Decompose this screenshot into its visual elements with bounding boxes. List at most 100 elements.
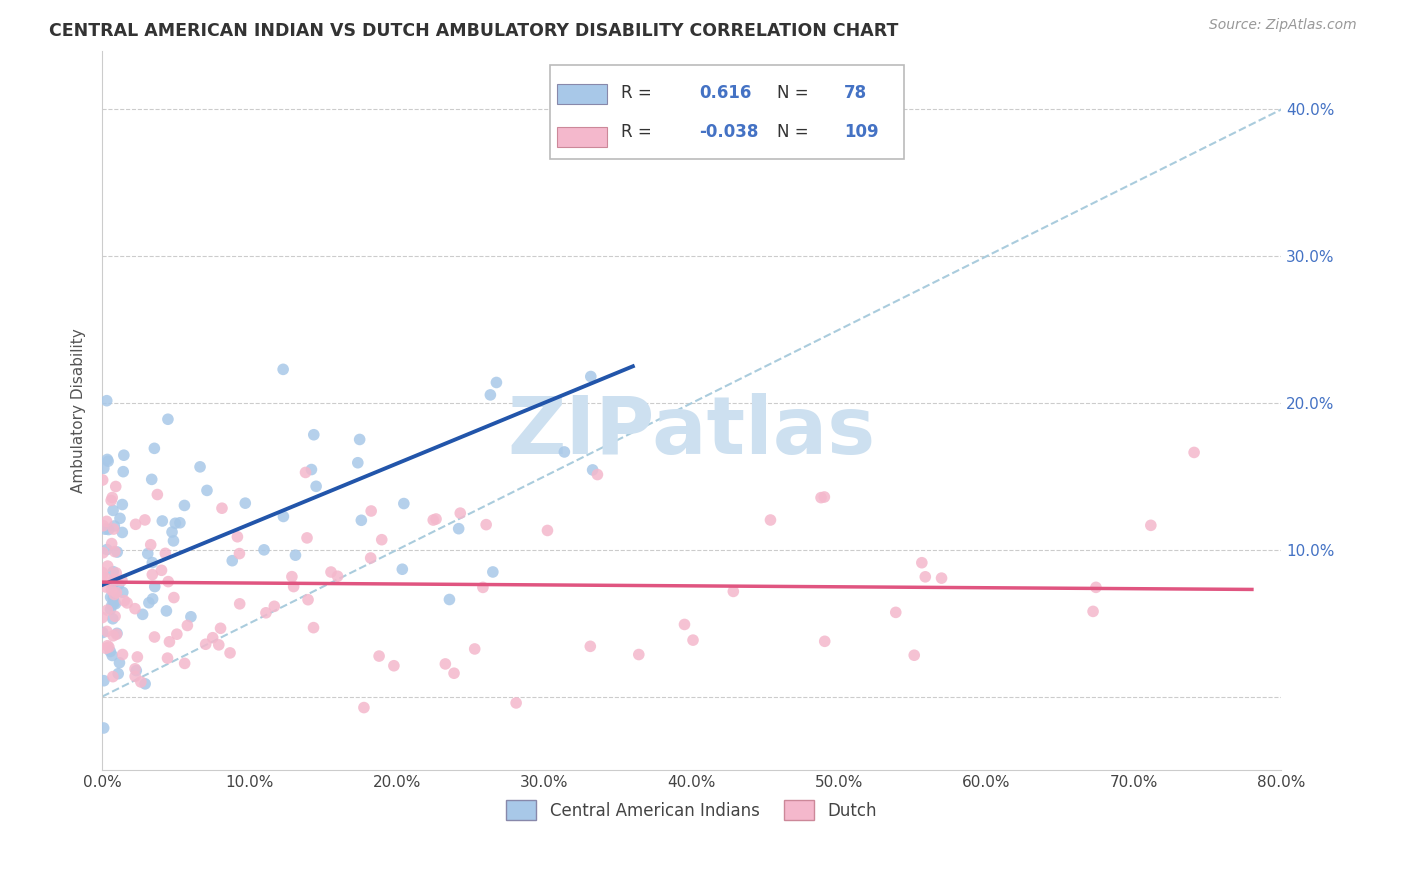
Text: CENTRAL AMERICAN INDIAN VS DUTCH AMBULATORY DISABILITY CORRELATION CHART: CENTRAL AMERICAN INDIAN VS DUTCH AMBULAT… — [49, 22, 898, 40]
Point — [112, 593, 135, 607]
Point — [173, 499, 195, 513]
Point — [1182, 445, 1205, 459]
Point — [360, 551, 382, 566]
Point — [96, 624, 118, 639]
Point — [165, 516, 187, 531]
Point — [141, 556, 163, 570]
Point — [673, 617, 696, 632]
Point — [371, 533, 394, 547]
Point — [160, 524, 183, 539]
Point — [449, 506, 471, 520]
Point — [759, 513, 782, 527]
Point — [105, 627, 128, 641]
Legend: Central American Indians, Dutch: Central American Indians, Dutch — [499, 794, 884, 826]
Point — [134, 513, 156, 527]
Point — [97, 640, 120, 654]
Point — [579, 369, 602, 384]
Point — [464, 642, 486, 657]
Point — [302, 621, 325, 635]
Point — [439, 592, 461, 607]
Point — [101, 491, 124, 505]
Point — [101, 612, 124, 626]
Point — [124, 601, 146, 615]
Point — [97, 454, 120, 468]
Point — [91, 625, 114, 640]
Point — [302, 427, 325, 442]
Point — [96, 393, 118, 408]
Point — [173, 657, 195, 671]
Point — [93, 461, 115, 475]
Point — [283, 580, 305, 594]
Point — [221, 554, 243, 568]
Point — [884, 606, 907, 620]
Point — [94, 571, 117, 585]
Point — [471, 581, 494, 595]
Point — [111, 498, 134, 512]
Point — [97, 559, 120, 574]
Point — [914, 570, 936, 584]
Point — [155, 546, 177, 560]
Point — [111, 525, 134, 540]
Point — [124, 669, 146, 683]
Point — [180, 609, 202, 624]
Point — [91, 610, 114, 624]
Point — [353, 700, 375, 714]
Point — [294, 466, 316, 480]
Point — [1084, 580, 1107, 594]
Point — [94, 641, 117, 656]
Point — [107, 577, 129, 591]
Point — [103, 519, 125, 533]
Point — [105, 573, 128, 587]
Point — [94, 522, 117, 536]
Point — [143, 580, 166, 594]
Point — [155, 604, 177, 618]
Point — [156, 651, 179, 665]
Point — [103, 591, 125, 605]
Point — [101, 599, 124, 613]
Point — [96, 452, 118, 467]
Point — [125, 664, 148, 678]
Point — [305, 479, 328, 493]
Point — [425, 512, 447, 526]
Point — [111, 574, 134, 588]
Point — [100, 493, 122, 508]
Point — [124, 517, 146, 532]
Point — [103, 522, 125, 536]
Point — [723, 584, 745, 599]
Point — [96, 603, 118, 617]
Point — [814, 634, 837, 648]
Point — [136, 547, 159, 561]
Point — [297, 592, 319, 607]
Point — [931, 571, 953, 585]
Point — [1140, 518, 1163, 533]
Point — [586, 467, 609, 482]
Point — [101, 648, 124, 663]
Point — [141, 567, 163, 582]
Point — [813, 490, 835, 504]
Point — [392, 497, 415, 511]
Point — [104, 544, 127, 558]
Point — [112, 448, 135, 462]
Point — [111, 648, 134, 662]
Point — [254, 606, 277, 620]
Point — [271, 362, 294, 376]
Point — [134, 677, 156, 691]
Point — [482, 565, 505, 579]
Point — [169, 516, 191, 530]
Point — [100, 536, 122, 550]
Point — [485, 376, 508, 390]
Point — [505, 696, 527, 710]
Point — [166, 627, 188, 641]
Point — [156, 412, 179, 426]
Point — [124, 662, 146, 676]
Point — [94, 580, 117, 594]
Point — [142, 591, 165, 606]
Point — [103, 573, 125, 587]
Point — [98, 644, 121, 658]
Point — [195, 483, 218, 498]
Point — [146, 487, 169, 501]
Point — [360, 504, 382, 518]
Point — [447, 522, 470, 536]
Point — [105, 545, 128, 559]
Text: ZIPatlas: ZIPatlas — [508, 392, 876, 471]
